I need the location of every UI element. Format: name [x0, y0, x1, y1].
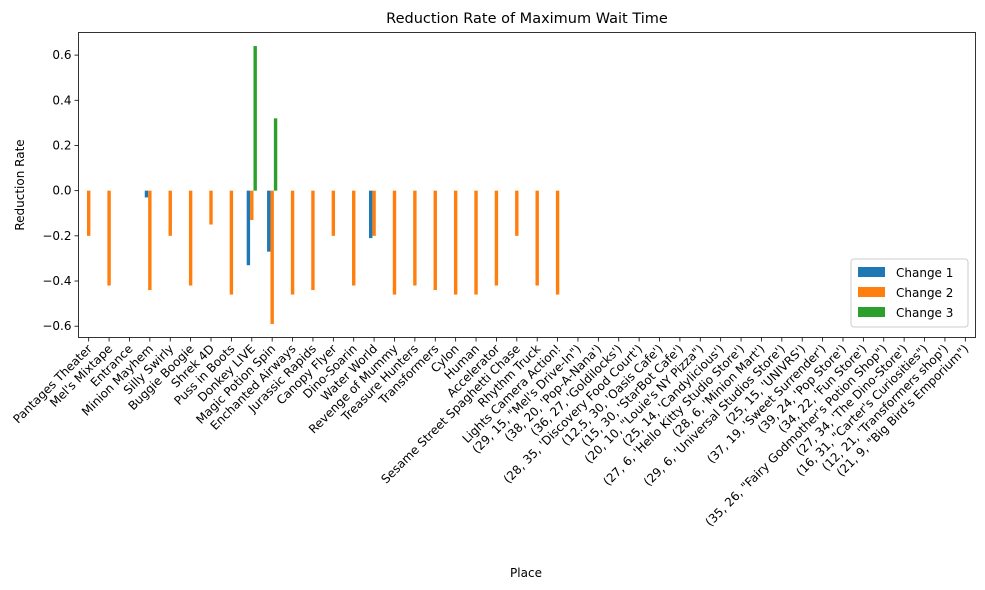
bar-change-2-9: [270, 190, 274, 324]
y-tick-label: 0.6: [52, 48, 71, 62]
bar-change-2-17: [433, 190, 437, 291]
y-axis-ticks: −0.6 −0.4 −0.2 0.0 0.2 0.4 0.6: [42, 48, 79, 333]
bar-change-1-3: [144, 190, 149, 198]
bar-change-3-8: [253, 46, 257, 191]
y-tick-label: −0.4: [42, 274, 71, 288]
bar-change-2-13: [352, 190, 356, 286]
y-tick-label: 0.4: [52, 93, 71, 107]
y-axis-label: Reduction Rate: [13, 139, 27, 230]
legend-swatch-change-1: [858, 267, 885, 277]
bar-change-2-6: [209, 190, 213, 225]
y-tick-label: −0.2: [42, 229, 71, 243]
chart-title: Reduction Rate of Maximum Wait Time: [386, 11, 668, 27]
bar-change-2-23: [555, 190, 560, 295]
bar-change-2-3: [148, 190, 152, 291]
bar-change-2-10: [290, 190, 295, 295]
plot-frame: [78, 32, 976, 338]
legend-swatch-change-3: [858, 307, 885, 317]
bar-change-1-8: [246, 190, 251, 266]
bar-change-2-8: [250, 190, 254, 221]
x-axis-label: Place: [510, 566, 542, 580]
bar-change-2-18: [453, 190, 458, 295]
plot-area: −0.6 −0.4 −0.2 0.0 0.2 0.4 0.6 Pantages Theate…: [10, 32, 976, 529]
bar-change-2-7: [229, 190, 234, 295]
legend: Change 1 Change 2 Change 3: [850, 258, 969, 328]
bar-change-2-12: [331, 190, 336, 236]
bar-change-2-16: [413, 190, 417, 286]
legend-label: Change 1: [896, 266, 953, 280]
bar-change-2-15: [392, 190, 397, 295]
bar-change-2-11: [311, 190, 315, 291]
bar-change-2-4: [168, 190, 172, 236]
bar-change-2-22: [535, 190, 539, 286]
bar-change-1-9: [267, 190, 271, 252]
bar-change-2-14: [372, 190, 376, 236]
bar-change-2-19: [474, 190, 478, 295]
legend-swatch-change-2: [858, 287, 885, 297]
bar-change-2-0: [86, 190, 91, 236]
y-tick-label: 0.2: [52, 138, 71, 152]
bar-change-2-1: [107, 190, 111, 286]
bar-change-2-21: [515, 190, 519, 236]
legend-label: Change 2: [896, 286, 953, 300]
bar-change-2-5: [188, 190, 193, 286]
bar-change-1-14: [369, 190, 373, 239]
bars-group: [86, 46, 560, 324]
y-tick-label: −0.6: [42, 319, 71, 333]
y-tick-label: 0.0: [52, 184, 71, 198]
legend-label: Change 3: [896, 306, 953, 320]
bar-change-3-9: [273, 118, 278, 191]
bar-change-2-20: [494, 190, 499, 286]
